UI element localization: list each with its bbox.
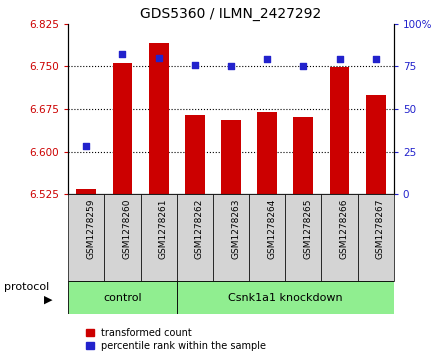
FancyBboxPatch shape xyxy=(285,194,322,281)
Bar xyxy=(330,68,349,194)
FancyBboxPatch shape xyxy=(68,281,177,314)
Text: GSM1278262: GSM1278262 xyxy=(195,199,204,259)
FancyBboxPatch shape xyxy=(249,194,285,281)
Bar xyxy=(185,115,205,194)
Text: GSM1278265: GSM1278265 xyxy=(303,199,312,259)
Legend: transformed count, percentile rank within the sample: transformed count, percentile rank withi… xyxy=(82,324,270,355)
Bar xyxy=(221,120,241,194)
Bar xyxy=(77,188,96,194)
Text: GSM1278267: GSM1278267 xyxy=(376,199,385,259)
Text: GSM1278259: GSM1278259 xyxy=(86,199,95,259)
Point xyxy=(119,52,126,57)
FancyBboxPatch shape xyxy=(322,194,358,281)
Point xyxy=(300,63,307,69)
FancyBboxPatch shape xyxy=(213,194,249,281)
FancyBboxPatch shape xyxy=(358,194,394,281)
Text: control: control xyxy=(103,293,142,303)
Text: GSM1278264: GSM1278264 xyxy=(267,199,276,259)
FancyBboxPatch shape xyxy=(68,194,104,281)
Bar xyxy=(149,44,169,194)
Text: protocol: protocol xyxy=(4,282,50,292)
Bar xyxy=(366,95,386,194)
FancyBboxPatch shape xyxy=(140,194,177,281)
Bar xyxy=(293,118,313,194)
FancyBboxPatch shape xyxy=(177,281,394,314)
Point xyxy=(155,55,162,61)
Text: GSM1278260: GSM1278260 xyxy=(122,199,132,259)
Point xyxy=(83,143,90,149)
Point xyxy=(227,63,235,69)
Text: GSM1278263: GSM1278263 xyxy=(231,199,240,259)
Point xyxy=(372,57,379,62)
Text: GSM1278261: GSM1278261 xyxy=(159,199,168,259)
Text: GSM1278266: GSM1278266 xyxy=(340,199,348,259)
Bar xyxy=(257,112,277,194)
Text: Csnk1a1 knockdown: Csnk1a1 knockdown xyxy=(228,293,343,303)
Bar xyxy=(113,64,132,194)
Point xyxy=(264,57,271,62)
Title: GDS5360 / ILMN_2427292: GDS5360 / ILMN_2427292 xyxy=(140,7,322,21)
Text: ▶: ▶ xyxy=(44,294,52,305)
Point xyxy=(336,57,343,62)
FancyBboxPatch shape xyxy=(104,194,140,281)
FancyBboxPatch shape xyxy=(177,194,213,281)
Point xyxy=(191,62,198,68)
